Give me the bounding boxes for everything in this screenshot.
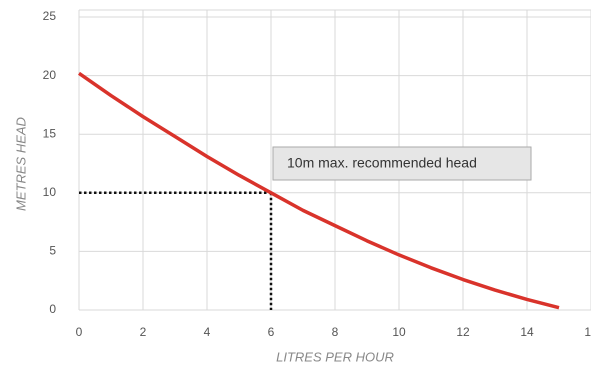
x-tick-label: 6: [268, 325, 275, 339]
series-line: [78, 71, 560, 310]
y-tick-label: 15: [43, 126, 57, 140]
x-tick-label: 10: [392, 325, 406, 339]
x-axis-title: LITRES PER HOUR: [276, 349, 394, 364]
y-tick-label: 5: [49, 244, 56, 258]
x-tick-label: 2: [140, 325, 147, 339]
y-tick-label: 20: [43, 68, 57, 82]
y-tick-label: 10: [43, 185, 57, 199]
x-tick-label: 16: [584, 325, 591, 339]
x-tick-label: 14: [520, 325, 534, 339]
x-tick-label: 4: [204, 325, 211, 339]
annotation-box: [272, 146, 532, 181]
annotation-text: 10m max. recommended head: [287, 155, 477, 171]
x-tick-label: 8: [332, 325, 339, 339]
y-tick-label: 25: [43, 9, 57, 23]
x-tick-label: 12: [456, 325, 470, 339]
y-axis-title: METRES HEAD: [13, 117, 28, 211]
x-tick-label: 0: [76, 325, 83, 339]
y-tick-label: 0: [49, 302, 56, 316]
